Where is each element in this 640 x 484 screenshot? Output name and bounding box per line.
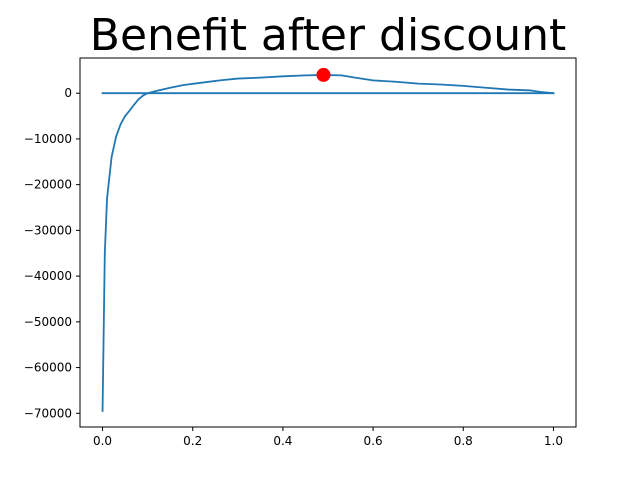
- axes-frame: [79, 57, 577, 428]
- y-tick-label: −30000: [24, 223, 72, 237]
- y-tick-label: −60000: [24, 361, 72, 375]
- chart-title: Benefit after discount: [90, 10, 566, 61]
- x-tick-label: 0.0: [93, 434, 112, 448]
- plot-area: 0.0 0.2 0.4 0.6 0.8 1.0 0 −10000 −20000 −30000 −40…: [24, 57, 577, 448]
- max-point-marker: [316, 67, 331, 82]
- x-tick-label: 0.8: [454, 434, 473, 448]
- y-tick-label: −70000: [24, 406, 72, 420]
- y-tick-label: −20000: [24, 178, 72, 192]
- x-tick-label: 0.4: [273, 434, 292, 448]
- x-tick-label: 0.6: [364, 434, 383, 448]
- y-tick-label: −40000: [24, 269, 72, 283]
- y-tick-label: −50000: [24, 315, 72, 329]
- series-line-benefit: [101, 74, 555, 412]
- x-tick-label: 0.2: [183, 434, 202, 448]
- x-tick-label: 1.0: [544, 434, 563, 448]
- y-tick-label: −10000: [24, 132, 72, 146]
- y-tick-label: 0: [64, 86, 72, 100]
